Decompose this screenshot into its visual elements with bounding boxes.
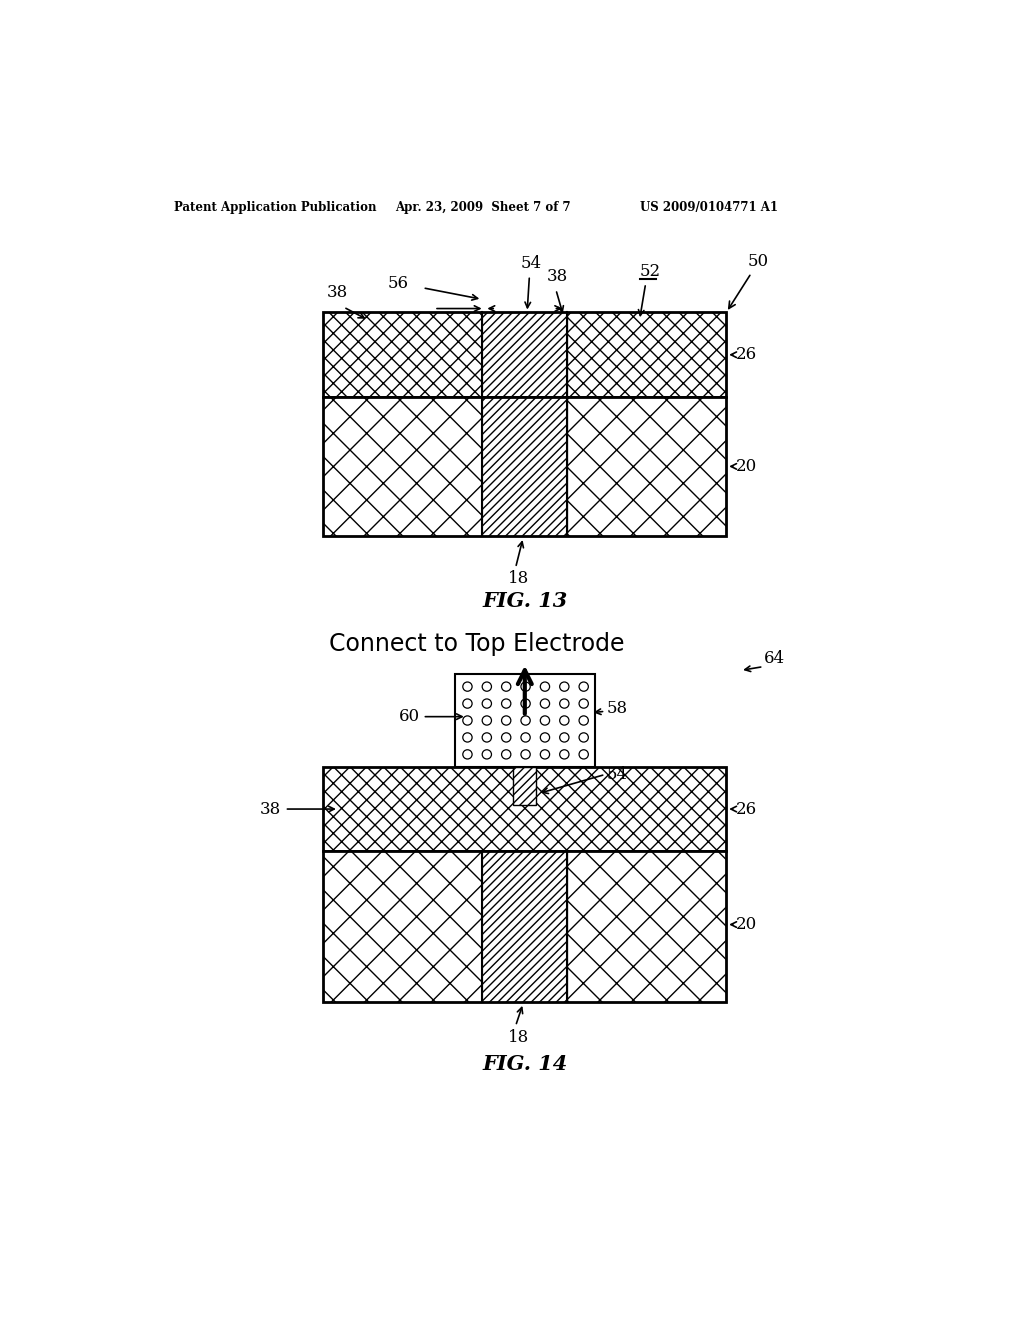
Text: 26: 26 (735, 800, 757, 817)
Bar (324, 397, 482, 536)
Bar (567, 851, 726, 1002)
Text: 18: 18 (508, 1028, 529, 1045)
Bar (567, 397, 726, 536)
Text: 64: 64 (764, 649, 784, 667)
Text: 54: 54 (606, 766, 628, 783)
Text: 58: 58 (606, 701, 628, 718)
Text: Connect to Top Electrode: Connect to Top Electrode (329, 632, 625, 656)
Text: 20: 20 (735, 916, 757, 933)
Bar (324, 313, 726, 397)
Text: FIG. 14: FIG. 14 (482, 1053, 567, 1074)
Bar (324, 397, 726, 536)
Bar (513, 767, 537, 805)
Text: 38: 38 (327, 284, 348, 301)
Bar (482, 313, 567, 397)
Text: US 2009/0104771 A1: US 2009/0104771 A1 (640, 201, 777, 214)
Text: 50: 50 (729, 253, 769, 309)
Text: 52: 52 (640, 263, 660, 280)
Bar (324, 313, 482, 397)
Text: 54: 54 (521, 255, 542, 272)
Bar (482, 397, 567, 536)
Bar (324, 851, 482, 1002)
Text: 20: 20 (735, 458, 757, 475)
Bar (324, 851, 726, 1002)
Bar (324, 767, 726, 851)
Text: 60: 60 (399, 708, 420, 725)
Bar (324, 767, 726, 851)
Bar (567, 313, 726, 397)
Text: 56: 56 (387, 276, 409, 293)
Text: 18: 18 (508, 570, 529, 587)
Bar (482, 851, 567, 1002)
Text: 26: 26 (735, 346, 757, 363)
Text: Apr. 23, 2009  Sheet 7 of 7: Apr. 23, 2009 Sheet 7 of 7 (395, 201, 571, 214)
Text: FIG. 13: FIG. 13 (482, 591, 567, 611)
Text: 38: 38 (547, 268, 567, 285)
Text: 38: 38 (259, 800, 281, 817)
Bar (455, 675, 595, 767)
Text: Patent Application Publication: Patent Application Publication (174, 201, 377, 214)
